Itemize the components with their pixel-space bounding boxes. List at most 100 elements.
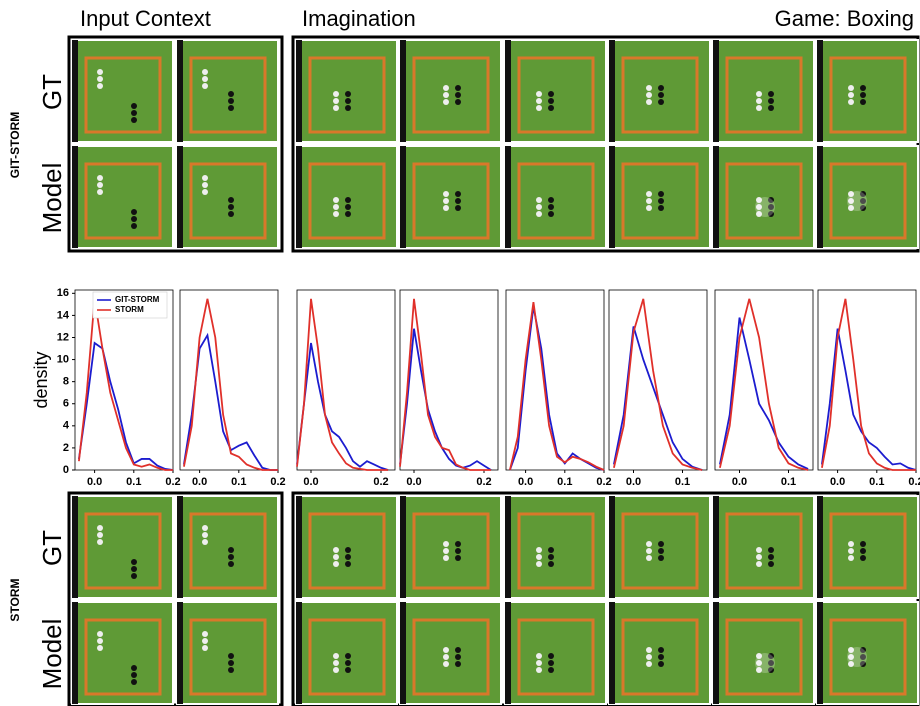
boxer-white [333, 554, 339, 560]
boxer-black [228, 554, 234, 560]
blur [847, 191, 867, 211]
ring [308, 162, 386, 240]
boxer-white [848, 198, 854, 204]
boxer-black [658, 654, 664, 660]
x-tick-label: 0.0 [192, 476, 207, 488]
boxer-black [548, 197, 554, 203]
boxer-white [756, 91, 762, 97]
boxer-black [658, 555, 664, 561]
x-tick-label: 0.0 [626, 476, 641, 488]
boxer-white [536, 91, 542, 97]
row-label: GT [37, 530, 67, 566]
method-label: GIT-STORM [8, 112, 22, 178]
ring [412, 618, 490, 696]
frame-edge [609, 40, 615, 142]
boxer-black [768, 554, 774, 560]
boxer-black [345, 204, 351, 210]
boxer-black [548, 91, 554, 97]
block-border [67, 491, 284, 706]
boxer-white [202, 76, 208, 82]
plot-frame [179, 289, 279, 471]
boxer-white [536, 98, 542, 104]
boxer-black [860, 654, 866, 660]
frame-edge [296, 146, 302, 248]
frame-edge [817, 496, 823, 598]
ring [189, 512, 267, 590]
boxer-black [345, 91, 351, 97]
boxer-black [658, 541, 664, 547]
boxer-white [333, 561, 339, 567]
y-tick-label: 2 [63, 442, 69, 454]
frame-edge [296, 40, 302, 142]
boxer-black [228, 547, 234, 553]
ring [517, 162, 595, 240]
block-border [291, 35, 920, 253]
boxer-white [646, 555, 652, 561]
boxer-white [333, 653, 339, 659]
block-border [67, 35, 284, 253]
row-label: GT [37, 74, 67, 110]
ring [189, 162, 267, 240]
boxer-white [97, 76, 103, 82]
x-tick-label: 0.0 [406, 476, 421, 488]
boxer-white [848, 654, 854, 660]
ring [189, 56, 267, 134]
boxer-white [536, 561, 542, 567]
boxer-white [443, 654, 449, 660]
frame-edge [609, 496, 615, 598]
boxer-white [756, 211, 762, 217]
boxer-white [646, 198, 652, 204]
boxer-white [756, 554, 762, 560]
y-tick-label: 12 [57, 331, 69, 343]
boxer-black [228, 105, 234, 111]
boxer-white [848, 661, 854, 667]
boxer-white [536, 547, 542, 553]
boxer-black [345, 561, 351, 567]
frame-edge [72, 146, 78, 248]
boxer-black [131, 559, 137, 565]
boxer-white [756, 653, 762, 659]
boxer-white [333, 547, 339, 553]
boxer-black [768, 204, 774, 210]
boxer-white [756, 105, 762, 111]
boxer-black [658, 191, 664, 197]
boxer-black [131, 103, 137, 109]
x-tick-label: 0.0 [732, 476, 747, 488]
frame-edge [400, 602, 406, 704]
plot-frame [714, 289, 814, 471]
boxer-black [455, 191, 461, 197]
game-frames [67, 35, 920, 706]
boxer-black [455, 555, 461, 561]
boxer-white [202, 539, 208, 545]
boxer-black [548, 667, 554, 673]
boxer-black [768, 211, 774, 217]
density-line [509, 302, 605, 471]
x-tick-label: 0.0 [830, 476, 845, 488]
boxer-white [848, 541, 854, 547]
boxer-white [443, 548, 449, 554]
boxer-white [646, 654, 652, 660]
boxer-black [768, 561, 774, 567]
ring [517, 56, 595, 134]
boxer-black [860, 99, 866, 105]
frame-edge [400, 146, 406, 248]
frame-edge [505, 40, 511, 142]
boxer-black [455, 654, 461, 660]
ring [517, 512, 595, 590]
boxer-white [848, 99, 854, 105]
ring [189, 618, 267, 696]
boxer-white [848, 205, 854, 211]
ring [308, 56, 386, 134]
boxer-black [658, 647, 664, 653]
legend-label: GIT-STORM [115, 295, 160, 304]
boxer-white [848, 548, 854, 554]
boxer-black [548, 204, 554, 210]
boxer-black [658, 205, 664, 211]
boxer-black [345, 554, 351, 560]
boxer-white [646, 548, 652, 554]
boxer-white [646, 85, 652, 91]
boxer-white [756, 98, 762, 104]
boxer-white [333, 211, 339, 217]
boxer-white [646, 661, 652, 667]
